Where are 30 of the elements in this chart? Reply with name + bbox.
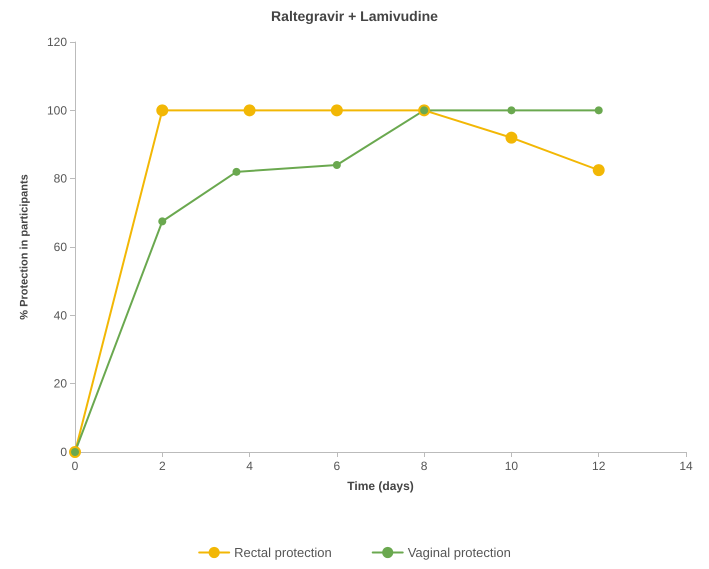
legend-label: Vaginal protection — [408, 545, 511, 560]
x-axis-title: Time (days) — [347, 479, 414, 493]
point — [158, 217, 166, 226]
y-tick-label: 100 — [46, 103, 68, 118]
point — [505, 132, 518, 144]
y-axis-title: % Protection in participants — [18, 174, 30, 320]
y-tick-label: 0 — [60, 445, 68, 459]
y-tick-label: 60 — [54, 240, 68, 254]
y-tick-label: 20 — [54, 376, 68, 391]
chart-title: Raltegravir + Lamivudine — [271, 8, 438, 24]
point — [592, 164, 605, 176]
point — [244, 104, 256, 116]
x-tick-label: 10 — [504, 459, 518, 473]
y-tick-label: 80 — [54, 172, 68, 186]
point — [507, 106, 516, 114]
legend-label: Rectal protection — [234, 545, 332, 560]
point — [332, 161, 341, 169]
x-tick-label: 6 — [334, 459, 341, 473]
point — [232, 168, 240, 176]
x-tick-label: 0 — [72, 459, 79, 473]
x-tick-label: 12 — [592, 459, 606, 473]
y-tick-label: 40 — [54, 308, 68, 322]
point — [156, 104, 168, 116]
x-tick-label: 14 — [679, 459, 693, 473]
y-tick-label: 120 — [46, 35, 68, 49]
x-tick-label: 8 — [420, 459, 428, 473]
point — [330, 104, 343, 116]
x-tick-label: 4 — [246, 459, 254, 473]
x-tick-label: 2 — [158, 459, 166, 473]
point — [594, 106, 603, 114]
